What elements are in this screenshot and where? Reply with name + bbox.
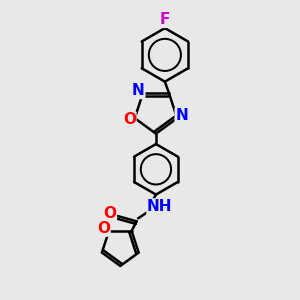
Text: N: N xyxy=(175,108,188,123)
Text: F: F xyxy=(160,12,170,27)
Text: O: O xyxy=(123,112,136,127)
Text: O: O xyxy=(103,206,116,221)
Text: N: N xyxy=(132,83,145,98)
Text: NH: NH xyxy=(147,199,172,214)
Text: O: O xyxy=(97,221,110,236)
